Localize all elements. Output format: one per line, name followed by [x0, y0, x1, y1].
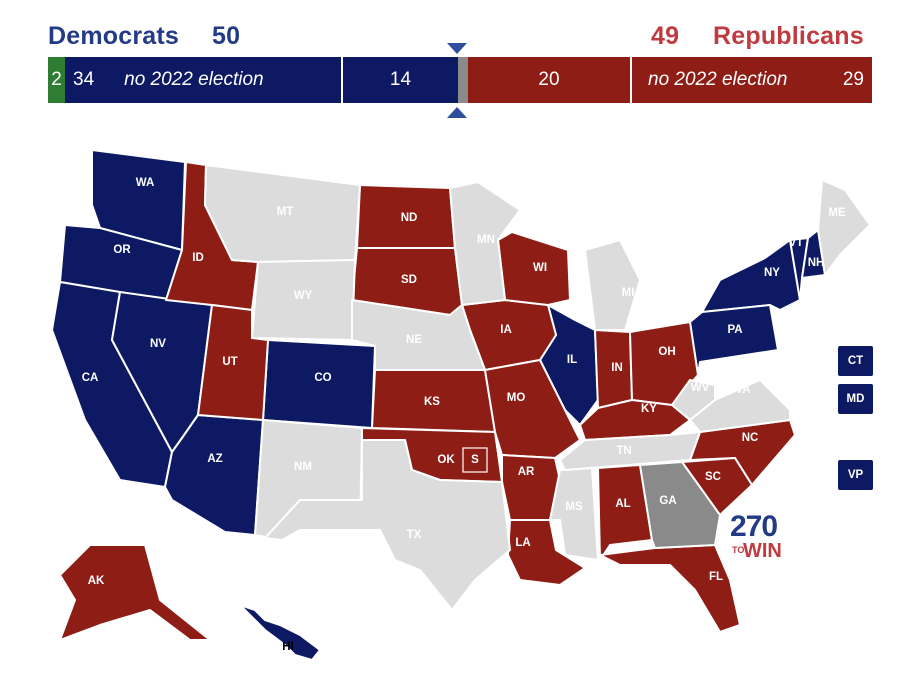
state-label-wi: WI — [533, 262, 547, 274]
state-label-ms: MS — [565, 501, 583, 513]
dem-up-count: 14 — [389, 69, 412, 90]
dem-not-up-count: 34 — [73, 69, 95, 90]
state-label-ky: KY — [641, 403, 657, 415]
state-label-co: CO — [314, 372, 331, 384]
state-mo[interactable] — [484, 359, 581, 459]
state-label-ok: OK — [437, 454, 455, 466]
rep-not-up-note: no 2022 election — [648, 69, 788, 90]
state-label-wa: WA — [136, 177, 155, 189]
state-label-sd: SD — [401, 274, 417, 286]
state-label-nh: NH — [808, 257, 825, 269]
state-co[interactable] — [262, 339, 376, 429]
state-label-in: IN — [611, 362, 623, 374]
dem-not-up-segment[interactable]: 34 no 2022 election — [65, 57, 343, 103]
state-label-ut: UT — [222, 356, 237, 368]
rep-up-count: 20 — [538, 69, 560, 90]
state-label-ga: GA — [659, 495, 676, 507]
independent-count: 2 — [51, 69, 62, 90]
state-label-pa: PA — [727, 324, 742, 336]
state-label-ks: KS — [424, 396, 440, 408]
state-box-vp[interactable]: VP — [838, 460, 873, 490]
special-election-box[interactable] — [462, 447, 488, 473]
state-label-sc: SC — [705, 471, 721, 483]
state-label-al: AL — [615, 498, 630, 510]
state-tx[interactable] — [264, 439, 511, 611]
state-label-nd: ND — [401, 212, 418, 224]
state-ne[interactable] — [351, 299, 486, 371]
majority-marker-bottom-icon — [447, 107, 467, 118]
state-label-mi: MI — [622, 287, 635, 299]
state-mi[interactable] — [584, 239, 641, 331]
senate-header: Democrats 50 49 Republicans — [0, 0, 900, 54]
special-election-marker: S — [471, 454, 479, 466]
majority-marker-top-icon — [447, 43, 467, 54]
balance-of-power-bar: 2 34 no 2022 election 14 20 no 2022 elec… — [48, 57, 872, 103]
state-label-ak: AK — [88, 575, 105, 587]
democrats-total: 50 — [212, 22, 241, 50]
state-label-la: LA — [515, 537, 530, 549]
logo-to: TO — [732, 545, 745, 555]
state-ak[interactable] — [59, 544, 211, 641]
state-label-ne: NE — [406, 334, 422, 346]
state-label-me: ME — [828, 207, 846, 219]
state-label-ny: NY — [764, 267, 780, 279]
state-label-oh: OH — [658, 346, 675, 358]
state-label-ar: AR — [518, 466, 535, 478]
rep-not-up-segment[interactable]: no 2022 election 29 — [632, 57, 872, 103]
state-box-ct[interactable]: CT — [838, 346, 873, 376]
state-label-mt: MT — [277, 206, 294, 218]
state-label-fl: FL — [709, 571, 723, 583]
state-me[interactable] — [817, 179, 871, 276]
state-la[interactable] — [507, 519, 586, 586]
logo-number: 270 — [730, 510, 778, 543]
state-label-wv: WV — [691, 382, 710, 394]
state-label-tx: TX — [407, 529, 422, 541]
state-label-nc: NC — [742, 432, 759, 444]
logo-win: WIN — [743, 540, 782, 562]
state-label-ca: CA — [82, 372, 99, 384]
state-label-id: ID — [192, 252, 204, 264]
dem-not-up-note: no 2022 election — [124, 69, 264, 90]
state-fl[interactable] — [599, 544, 741, 633]
state-label-nv: NV — [150, 338, 166, 350]
independent-segment[interactable]: 2 — [48, 57, 65, 103]
state-label-va: VA — [735, 384, 750, 396]
state-label-wy: WY — [294, 290, 313, 302]
tossup-segment[interactable] — [458, 57, 468, 103]
state-label-il: IL — [567, 354, 577, 366]
state-ny[interactable] — [701, 239, 801, 313]
state-va[interactable] — [689, 379, 791, 433]
state-label-hi: HI — [282, 641, 294, 653]
state-label-vt: VT — [789, 237, 804, 249]
dem-up-segment[interactable]: 14 — [343, 57, 458, 103]
state-label-az: AZ — [207, 453, 222, 465]
state-mn[interactable] — [449, 181, 521, 306]
state-label-nm: NM — [294, 461, 312, 473]
rep-not-up-count: 29 — [842, 69, 864, 90]
democrats-label: Democrats — [48, 22, 180, 50]
state-label-ia: IA — [500, 324, 512, 336]
state-box-md[interactable]: MD — [838, 384, 873, 414]
state-ga[interactable] — [639, 461, 721, 549]
state-pa[interactable] — [689, 304, 779, 376]
state-label-tn: TN — [616, 445, 631, 457]
state-hi[interactable] — [239, 604, 321, 661]
republicans-total: 49 — [651, 22, 680, 50]
state-ut[interactable] — [197, 304, 269, 421]
rep-up-segment[interactable]: 20 — [468, 57, 632, 103]
republicans-label: Republicans — [713, 22, 864, 50]
270towin-logo: 270 TO WIN — [730, 510, 790, 566]
state-wv[interactable] — [671, 379, 716, 421]
state-label-or: OR — [113, 244, 131, 256]
state-ms[interactable] — [549, 467, 599, 561]
state-label-mn: MN — [477, 234, 495, 246]
state-label-mo: MO — [507, 392, 526, 404]
